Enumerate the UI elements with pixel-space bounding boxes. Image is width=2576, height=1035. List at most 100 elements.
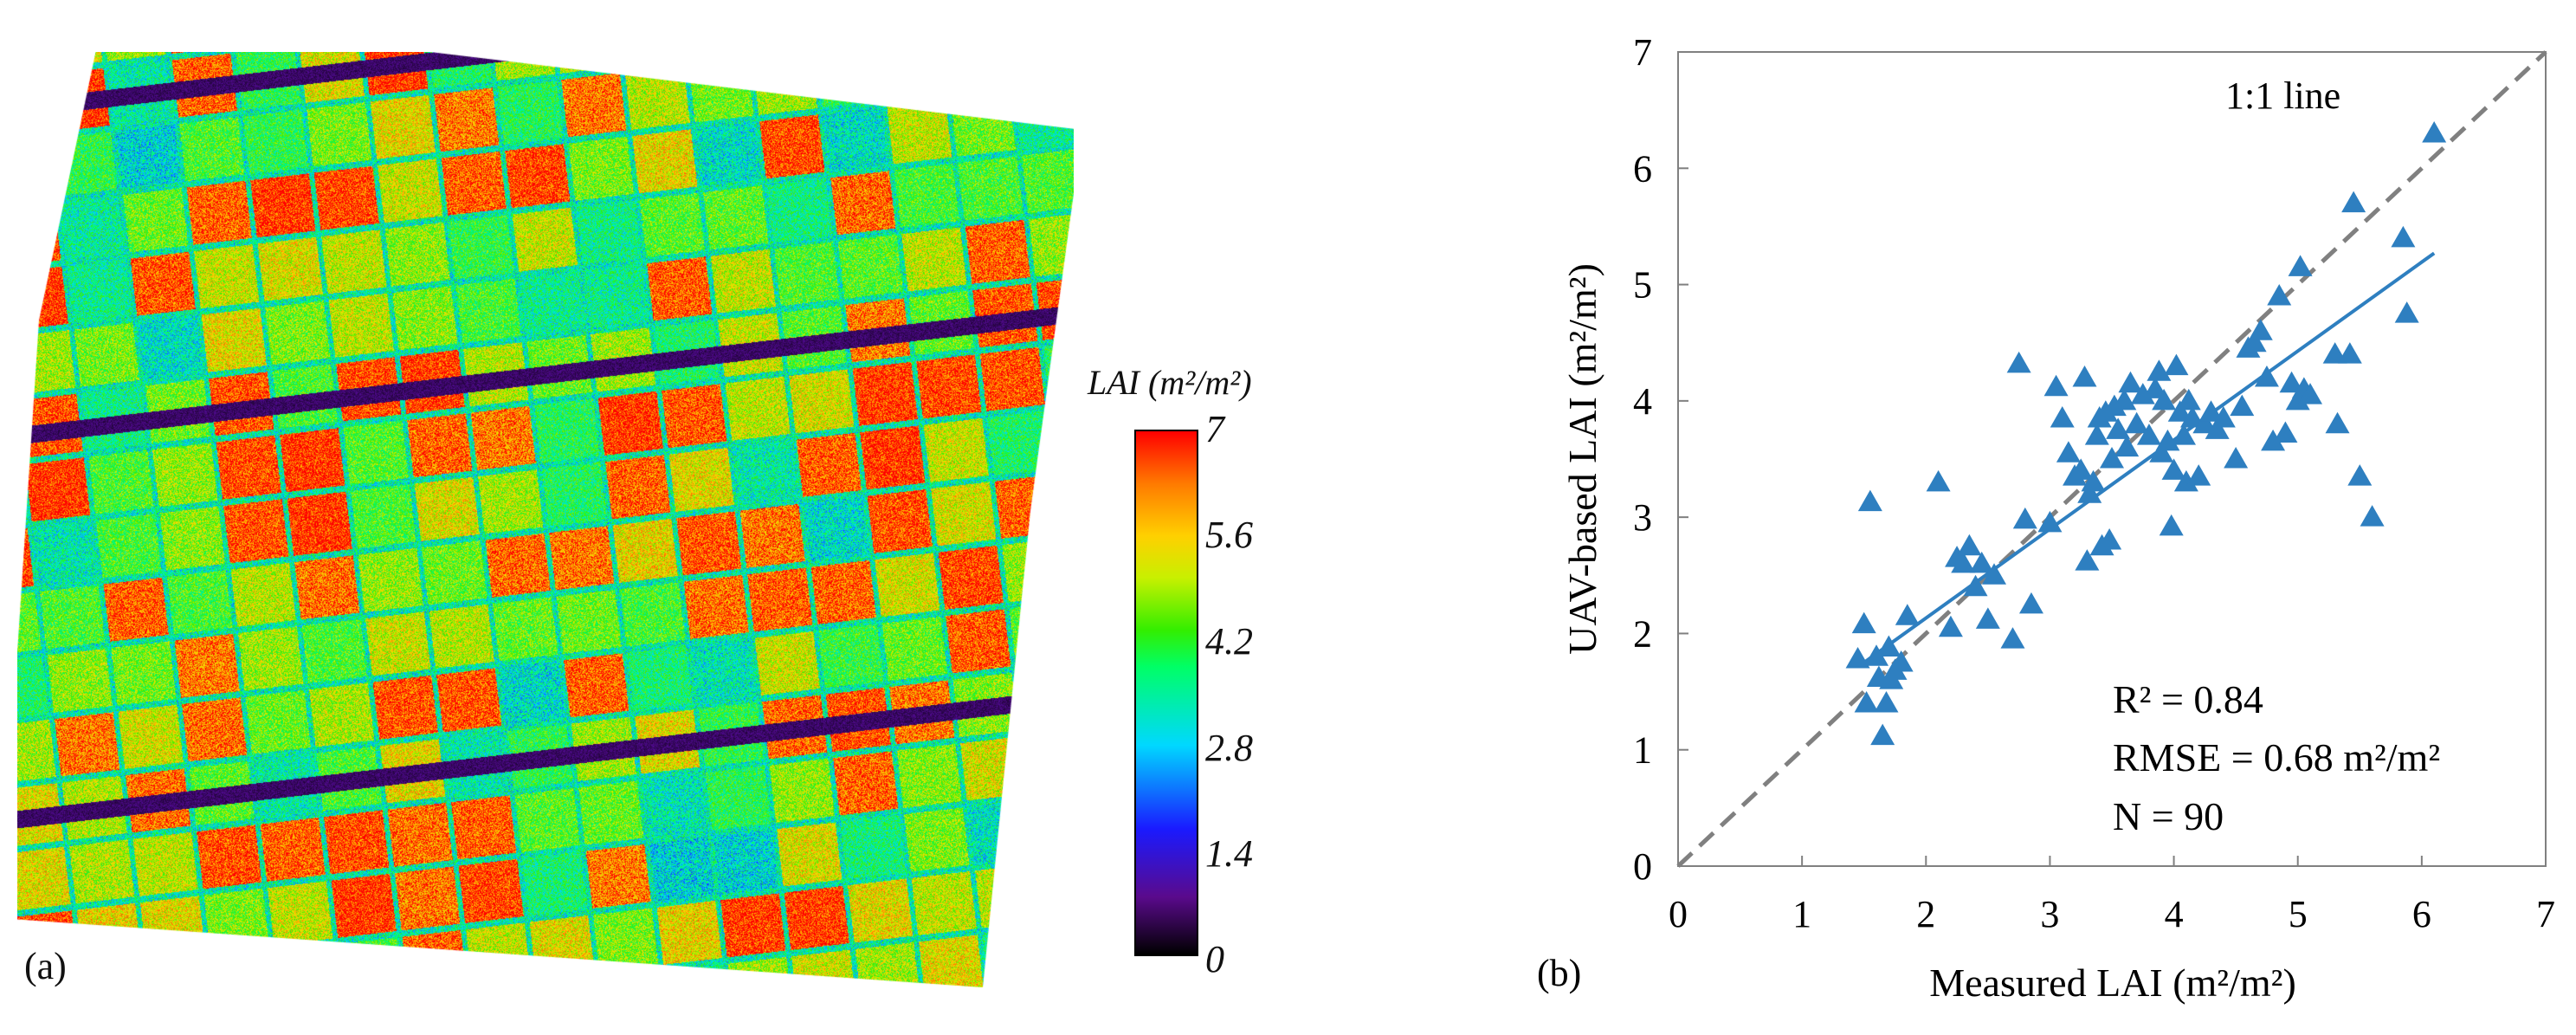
data-point — [2167, 400, 2192, 422]
data-point — [2164, 353, 2189, 376]
x-tick-label: 2 — [1916, 893, 1935, 935]
data-point — [2130, 383, 2155, 404]
data-point — [2152, 388, 2177, 411]
colorbar-tick-7: 7 — [1205, 408, 1224, 450]
data-point — [2285, 388, 2310, 411]
data-point — [1982, 563, 2007, 585]
data-point — [2101, 394, 2127, 417]
data-point — [2118, 371, 2143, 393]
data-point — [2018, 592, 2043, 614]
plot-frame — [1677, 51, 2547, 867]
data-point — [2161, 458, 2186, 480]
colorbar-title: LAI (m²/m²) — [1088, 363, 1252, 402]
data-point — [2267, 284, 2292, 306]
data-point — [2069, 458, 2094, 480]
data-point — [1969, 551, 1994, 573]
data-point — [1963, 574, 1988, 597]
data-point — [2230, 394, 2255, 417]
data-point — [1845, 646, 1870, 669]
x-tick-label: 6 — [2412, 893, 2431, 935]
data-point — [2097, 528, 2122, 550]
data-point — [1951, 551, 1976, 573]
data-point — [2149, 441, 2174, 463]
data-point — [2341, 191, 2366, 213]
identity-line-label: 1:1 line — [2225, 74, 2340, 117]
data-point — [1851, 611, 1876, 634]
scatter-plot: 0 1 2 3 4 5 6 7 0 1 2 3 4 5 6 7 1:1 line R² = 0.84 RMS… — [1537, 31, 2555, 1005]
colorbar-tick-1.4: 1.4 — [1205, 832, 1253, 875]
x-axis-label: Measured LAI (m²/m²) — [1929, 961, 2296, 1005]
data-point — [2124, 411, 2149, 434]
data-point — [2050, 406, 2075, 428]
x-tick-label: 7 — [2536, 893, 2555, 935]
data-point — [1895, 604, 1920, 625]
data-point — [1870, 723, 1895, 746]
data-point — [1876, 635, 1901, 657]
data-point — [2325, 411, 2350, 434]
data-point — [2173, 469, 2198, 492]
data-point — [2180, 406, 2205, 428]
data-point — [2360, 505, 2385, 527]
colorbar-tick-5.6: 5.6 — [1205, 514, 1253, 556]
data-point — [2155, 429, 2180, 451]
data-point — [2114, 435, 2140, 457]
data-point — [2198, 400, 2224, 422]
panel-b-label: (b) — [1537, 952, 1581, 994]
data-point — [2394, 301, 2419, 323]
data-point — [2186, 464, 2211, 486]
data-point — [2391, 225, 2416, 248]
data-point — [2012, 507, 2037, 529]
y-tick-label: 5 — [1633, 264, 1652, 307]
data-point — [2242, 330, 2267, 353]
data-point — [2000, 627, 2025, 649]
data-point — [2043, 374, 2069, 397]
y-tick-label: 3 — [1633, 496, 1652, 539]
n-label: N = 90 — [2113, 794, 2224, 838]
data-point — [2279, 371, 2304, 393]
rmse-label: RMSE = 0.68 m²/m² — [2113, 735, 2440, 779]
panel-b: 0 1 2 3 4 5 6 7 0 1 2 3 4 5 6 7 1:1 line R² = 0.84 RMS… — [1351, 0, 2576, 1031]
data-point — [2077, 482, 2102, 503]
y-tick-label: 2 — [1633, 612, 1652, 655]
data-point — [1888, 650, 1914, 672]
y-tick-label: 1 — [1633, 729, 1652, 772]
lai-map-raster — [17, 52, 1074, 987]
y-tick-label: 6 — [1633, 147, 1652, 190]
x-tick-label: 3 — [2040, 893, 2059, 935]
lai-map — [17, 52, 1074, 987]
data-point — [2224, 447, 2249, 469]
data-point — [2248, 319, 2273, 340]
data-point — [2273, 421, 2298, 443]
data-point — [1957, 534, 1982, 556]
data-point — [1854, 691, 1879, 713]
x-tick-label: 4 — [2165, 893, 2184, 935]
y-tick-label: 7 — [1633, 31, 1652, 74]
data-point — [2081, 469, 2106, 492]
x-tick-label: 0 — [1669, 893, 1688, 935]
data-point — [2159, 514, 2184, 536]
panel-a-label: (a) — [24, 945, 67, 987]
fit-line — [1863, 251, 2436, 664]
data-point — [2147, 359, 2172, 381]
data-point — [2100, 447, 2124, 469]
data-point — [2084, 424, 2109, 445]
data-point — [2056, 441, 2081, 463]
data-point — [2143, 377, 2168, 398]
data-point — [2211, 406, 2236, 428]
data-point — [1857, 489, 1882, 512]
y-tick-label: 0 — [1633, 845, 1652, 888]
data-point — [2072, 365, 2097, 387]
data-point — [2172, 424, 2197, 445]
data-point — [1926, 469, 1951, 492]
data-point — [2298, 383, 2323, 404]
data-point — [2106, 417, 2131, 439]
data-point — [2136, 424, 2161, 445]
data-point — [1975, 607, 2000, 629]
data-point — [2176, 388, 2201, 411]
data-point — [2254, 365, 2279, 387]
y-axis-label: UAV-based LAI (m²/m²) — [1560, 263, 1604, 655]
data-point — [2075, 549, 2100, 571]
data-point — [2037, 510, 2063, 533]
panel-a: LAI (m²/m²) 7 5.6 4.2 2.8 1.4 0 (a) — [17, 52, 1253, 987]
y-tick-label: 4 — [1633, 380, 1652, 423]
